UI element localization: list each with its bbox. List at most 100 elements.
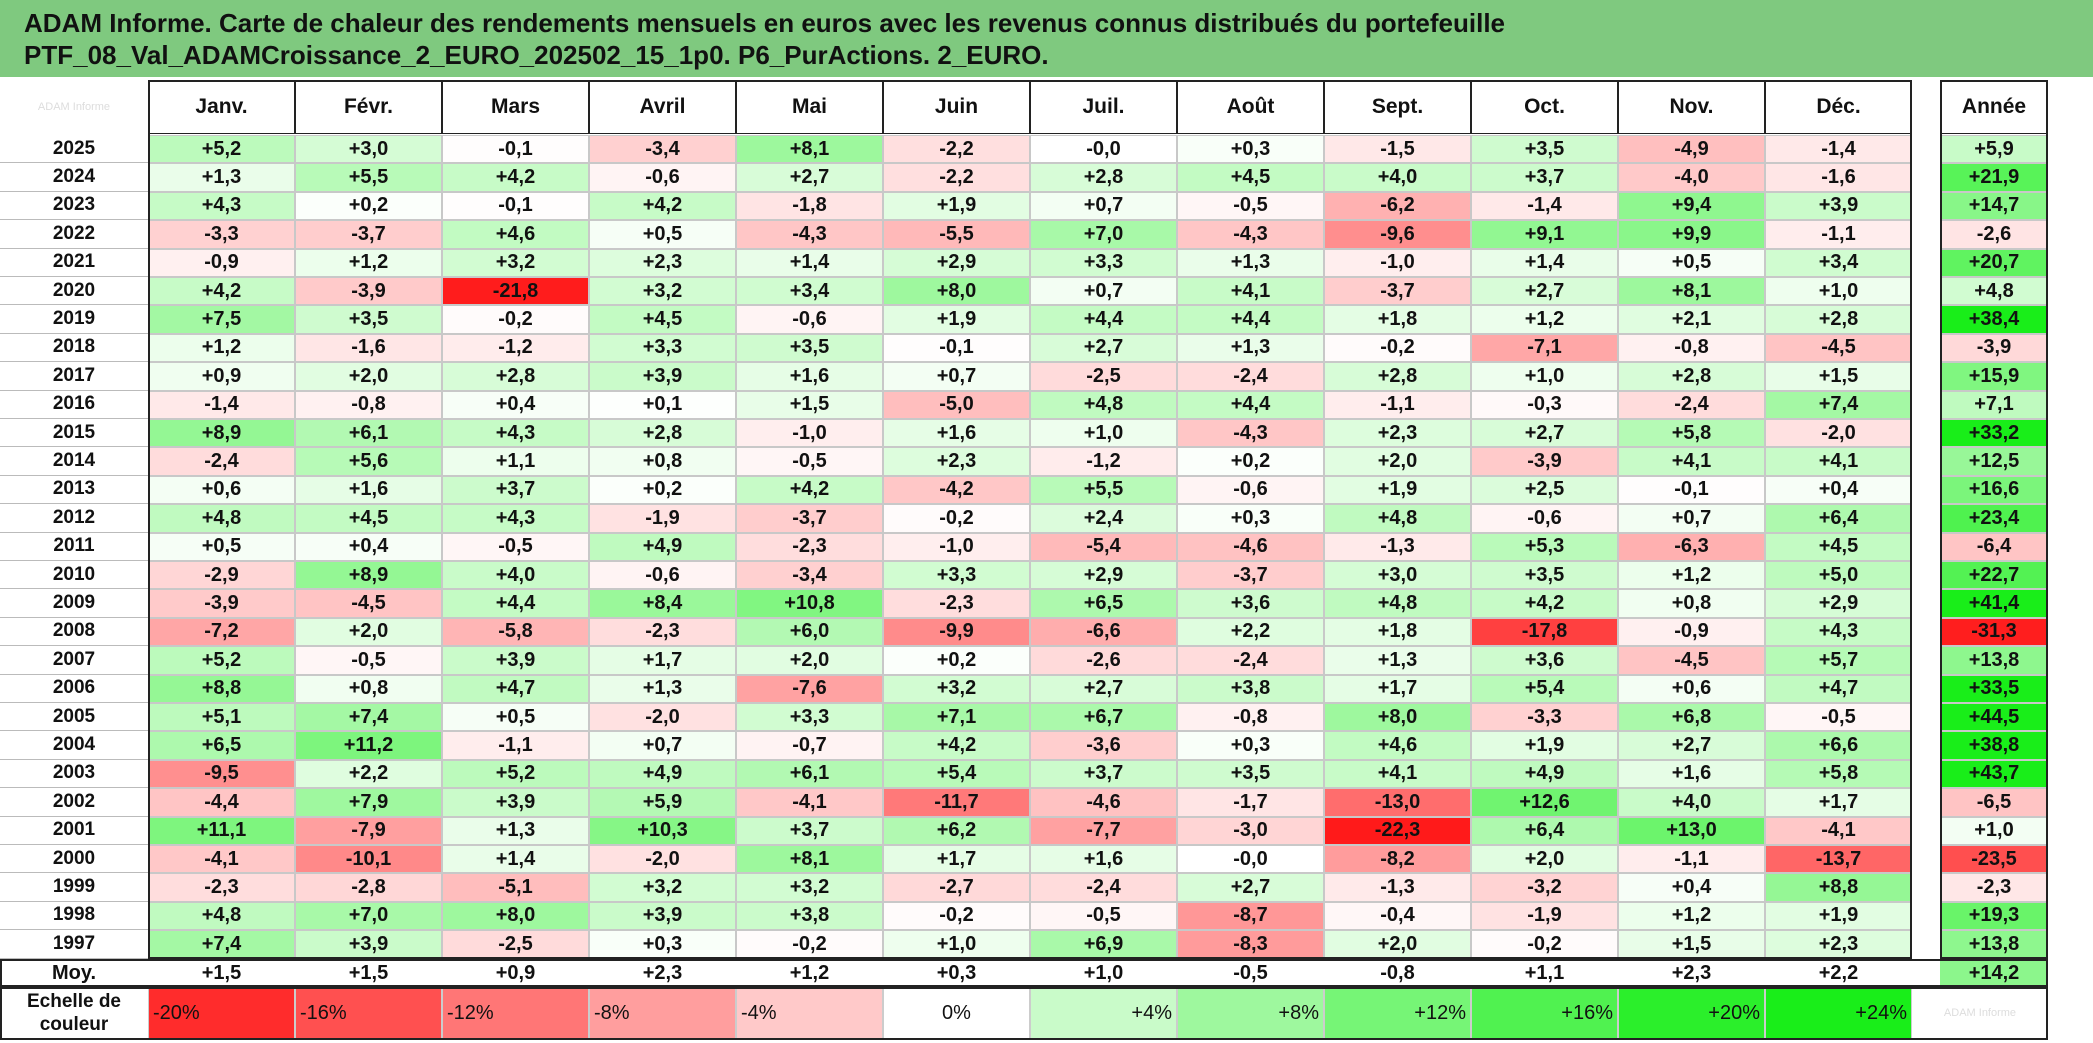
heatmap-cell: -17,8 — [1471, 617, 1618, 647]
annual-total-cell: +13,8 — [1940, 930, 2048, 959]
heatmap-cell: +9,1 — [1471, 220, 1618, 249]
heatmap-cell: +1,1 — [442, 447, 589, 476]
heatmap-cell: +0,4 — [1618, 873, 1765, 902]
heatmap-cell: +7,5 — [148, 305, 295, 334]
heatmap-cell: +4,4 — [1177, 390, 1324, 419]
color-scale-swatch: +8% — [1177, 986, 1324, 1040]
heatmap-cell: +4,9 — [589, 759, 736, 789]
heatmap-cell: -4,6 — [1177, 532, 1324, 561]
heatmap-cell: -2,3 — [589, 617, 736, 647]
year-label: 1999 — [0, 873, 148, 902]
average-cell: +1,5 — [295, 958, 442, 987]
heatmap-cell: +4,8 — [1030, 390, 1177, 419]
annual-total-cell: -6,5 — [1940, 788, 2048, 817]
heatmap-cell: +6,1 — [736, 759, 883, 789]
heatmap-cell: +2,0 — [1324, 930, 1471, 959]
heatmap-cell: +0,1 — [589, 390, 736, 419]
heatmap-cell: +3,6 — [1471, 646, 1618, 675]
heatmap-cell: +3,7 — [736, 816, 883, 845]
title-line-2: PTF_08_Val_ADAMCroissance_2_EURO_202502_… — [24, 40, 1049, 70]
heatmap-cell: -3,9 — [148, 589, 295, 618]
heatmap-cell: +4,2 — [1471, 589, 1618, 618]
heatmap-cell: +4,8 — [1324, 504, 1471, 533]
heatmap-cell: -0,1 — [442, 191, 589, 221]
heatmap-cell: +4,2 — [148, 277, 295, 306]
heatmap-cell: +7,0 — [295, 901, 442, 931]
heatmap-cell: +5,5 — [295, 163, 442, 192]
color-scale-swatch: +20% — [1618, 986, 1765, 1040]
heatmap-cell: +3,3 — [736, 703, 883, 732]
heatmap-cell: +5,6 — [295, 447, 442, 476]
color-scale-label: Echelle de couleur — [0, 986, 148, 1040]
heatmap-cell: +5,2 — [442, 759, 589, 789]
heatmap-cell: -0,5 — [295, 646, 442, 675]
heatmap-cell: +2,3 — [589, 248, 736, 277]
average-label: Moy. — [0, 958, 148, 987]
heatmap-cell: +0,4 — [1765, 475, 1912, 505]
heatmap-cell: -0,6 — [736, 305, 883, 334]
heatmap-cell: +4,1 — [1765, 447, 1912, 476]
year-label: 2024 — [0, 163, 148, 192]
heatmap-cell: +4,7 — [442, 674, 589, 703]
average-cell: +1,1 — [1471, 958, 1618, 987]
heatmap-cell: -4,6 — [1030, 788, 1177, 817]
average-cell: +2,3 — [589, 958, 736, 987]
heatmap-cell: +3,5 — [736, 333, 883, 363]
heatmap-cell: +5,9 — [589, 788, 736, 817]
heatmap-cell: +9,4 — [1618, 191, 1765, 221]
heatmap-cell: +0,3 — [589, 930, 736, 959]
heatmap-cell: +4,3 — [442, 504, 589, 533]
heatmap-cell: +7,9 — [295, 788, 442, 817]
heatmap-cell: +4,2 — [883, 731, 1030, 760]
heatmap-cell: -2,7 — [883, 873, 1030, 902]
heatmap-cell: +1,6 — [1030, 845, 1177, 874]
heatmap-cell: +8,1 — [736, 135, 883, 164]
heatmap-cell: +1,0 — [1471, 362, 1618, 391]
heatmap-cell: -2,8 — [295, 873, 442, 902]
heatmap-cell: +4,5 — [1765, 532, 1912, 561]
heatmap-cell: +7,1 — [883, 703, 1030, 732]
annual-total-cell: +43,7 — [1940, 759, 2048, 789]
heatmap-cell: -0,5 — [1177, 191, 1324, 221]
heatmap-cell: -21,8 — [442, 277, 589, 306]
heatmap-cell: +4,8 — [148, 504, 295, 533]
average-cell: +2,2 — [1765, 958, 1912, 987]
heatmap-cell: -4,5 — [1618, 646, 1765, 675]
year-label: 1998 — [0, 901, 148, 931]
annual-total-cell: +1,0 — [1940, 816, 2048, 845]
heatmap-cell: -4,3 — [1177, 220, 1324, 249]
month-header: Janv. — [148, 80, 295, 134]
heatmap-cell: +1,3 — [1177, 248, 1324, 277]
heatmap-cell: +1,7 — [1765, 788, 1912, 817]
year-label: 2019 — [0, 305, 148, 334]
annual-total-cell: +4,8 — [1940, 277, 2048, 306]
heatmap-cell: +2,4 — [1030, 504, 1177, 533]
annual-total-cell: +38,8 — [1940, 731, 2048, 760]
heatmap-cell: +2,2 — [1177, 617, 1324, 647]
heatmap-cell: -3,6 — [1030, 731, 1177, 760]
heatmap-cell: -1,1 — [1324, 390, 1471, 419]
heatmap-cell: -2,5 — [442, 930, 589, 959]
heatmap-cell: -2,0 — [589, 845, 736, 874]
heatmap-cell: +4,9 — [1471, 759, 1618, 789]
average-cell: +1,0 — [1030, 958, 1177, 987]
heatmap-cell: -3,3 — [1471, 703, 1618, 732]
average-cell: +0,9 — [442, 958, 589, 987]
heatmap-cell: +4,6 — [442, 220, 589, 249]
heatmap-cell: -0,2 — [883, 504, 1030, 533]
heatmap-cell: +3,7 — [442, 475, 589, 505]
annual-total-cell: +38,4 — [1940, 305, 2048, 334]
heatmap-cell: -4,1 — [1765, 816, 1912, 845]
heatmap-cell: +2,7 — [1177, 873, 1324, 902]
heatmap-cell: -1,6 — [1765, 163, 1912, 192]
heatmap-cell: -8,7 — [1177, 901, 1324, 931]
title-line-1: ADAM Informe. Carte de chaleur des rende… — [24, 8, 1505, 38]
annual-total-cell: +7,1 — [1940, 390, 2048, 419]
heatmap-cell: +4,1 — [1177, 277, 1324, 306]
heatmap-cell: +4,4 — [442, 589, 589, 618]
annual-total-cell: -2,3 — [1940, 873, 2048, 902]
heatmap-cell: +2,5 — [1471, 475, 1618, 505]
heatmap-cell: +3,5 — [1177, 759, 1324, 789]
heatmap-cell: -4,5 — [295, 589, 442, 618]
color-scale-swatch: +16% — [1471, 986, 1618, 1040]
